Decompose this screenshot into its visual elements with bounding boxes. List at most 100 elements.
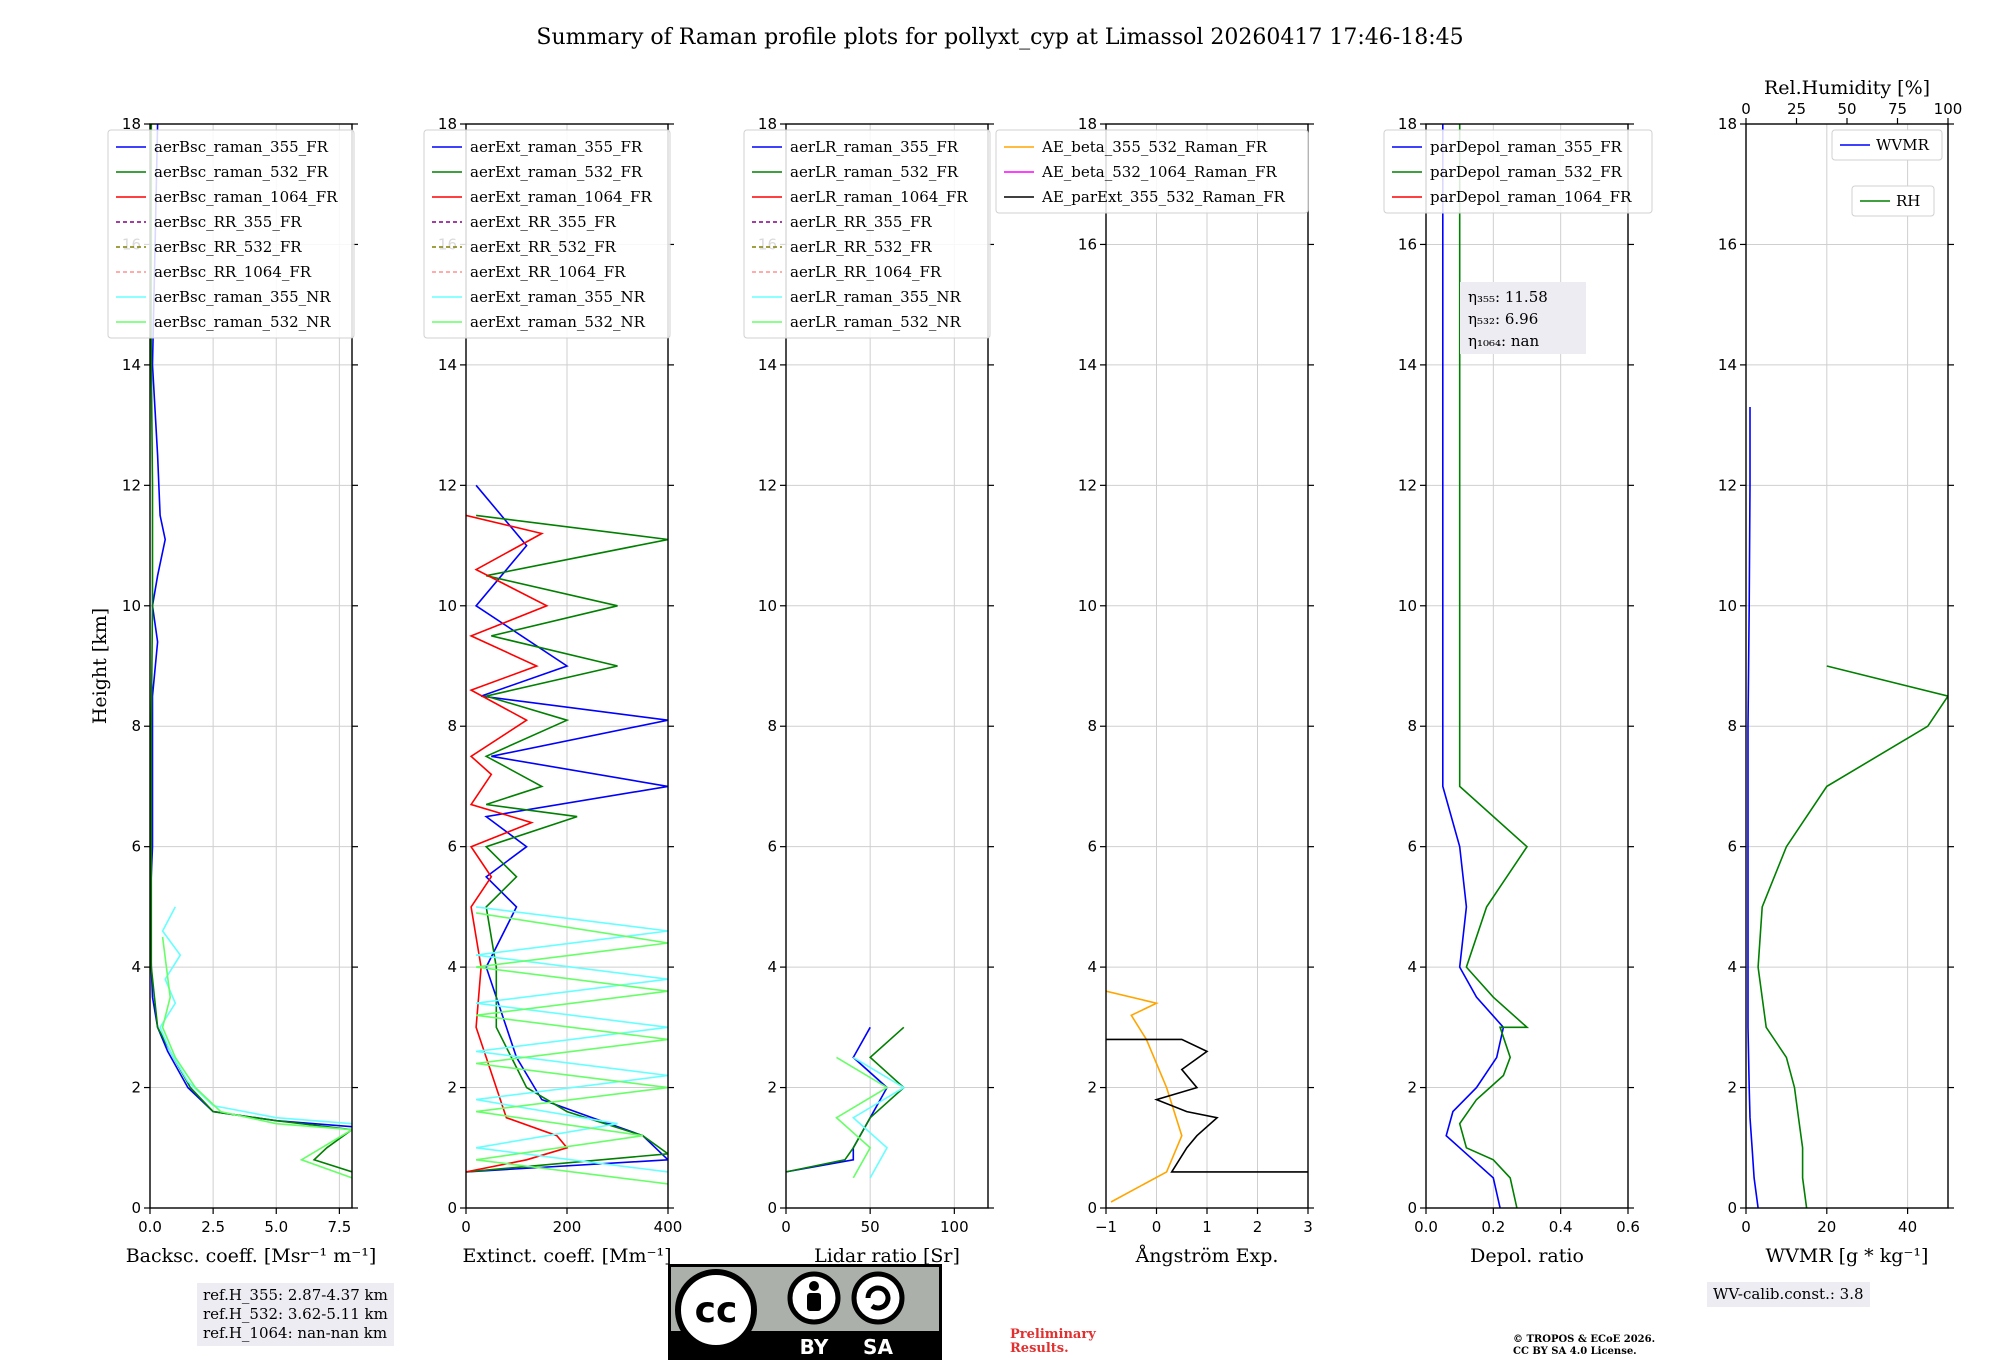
eta-line: η₁₀₆₄: nan xyxy=(1468,332,1539,350)
y-tick-label: 18 xyxy=(438,115,457,133)
legend-entry: aerBsc_raman_1064_FR xyxy=(154,188,338,206)
plot-frame xyxy=(465,123,669,1209)
legend-entry: aerLR_RR_355_FR xyxy=(790,213,932,231)
legend-entry: AE_beta_532_1064_Raman_FR xyxy=(1041,163,1277,181)
series-group xyxy=(466,484,668,1185)
y-tick-label: 4 xyxy=(1087,958,1097,976)
legend-entry: AE_beta_355_532_Raman_FR xyxy=(1041,138,1268,156)
legend-entry: parDepol_raman_355_FR xyxy=(1430,138,1623,156)
x-tick-label: −1 xyxy=(1095,1218,1117,1236)
legend-box xyxy=(423,129,671,339)
y-tick-label: 14 xyxy=(1718,356,1737,374)
y-tick-label: 14 xyxy=(1078,356,1097,374)
x-tick-label: 0 xyxy=(781,1218,791,1236)
y-tick-label: 14 xyxy=(122,356,141,374)
y-tick-label: 10 xyxy=(758,597,777,615)
y-tick-label: 6 xyxy=(767,838,777,856)
y-tick-label: 8 xyxy=(1407,717,1417,735)
y-tick-label: 10 xyxy=(122,597,141,615)
series-parDepol_raman_355_FR xyxy=(1442,124,1505,1208)
y-tick-label: 8 xyxy=(1727,717,1737,735)
legend-entry: aerLR_raman_1064_FR xyxy=(790,188,968,206)
legend-entry: aerBsc_raman_355_FR xyxy=(154,138,329,156)
x-tick-label: 2.5 xyxy=(201,1218,225,1236)
y-tick-label: 6 xyxy=(447,838,457,856)
series-aerBsc_raman_355_FR xyxy=(150,124,352,1128)
y-tick-label: 18 xyxy=(1718,115,1737,133)
x-axis-label: Backsc. coeff. [Msr⁻¹ m⁻¹] xyxy=(126,1245,377,1267)
legend-entry: RH xyxy=(1896,192,1920,210)
cc-by-sa-badge: cc BY SA xyxy=(668,1264,942,1360)
x-tick-label: 0.6 xyxy=(1616,1218,1640,1236)
x-tick-label: 100 xyxy=(940,1218,969,1236)
panel-depol: 0 2 4 6 8 10 12 14 16 18 0.0 0.2 0.4 0.6 Depol. ratio p… xyxy=(1383,115,1653,1267)
series-parDepol_raman_532_FR xyxy=(1458,124,1530,1208)
plot-frame xyxy=(149,123,353,1209)
y-tick-label: 12 xyxy=(1718,476,1737,494)
x-tick-label: 0 xyxy=(461,1218,471,1236)
legend-lr: aerLR_raman_355_FR aerLR_raman_532_FR aerL… xyxy=(743,129,991,339)
series-aerLR_raman_532_NR xyxy=(835,1056,889,1179)
eta-box xyxy=(1460,282,1586,354)
legend-box xyxy=(107,129,355,339)
preliminary-note: Preliminary Results. xyxy=(1010,1328,1096,1356)
sa-label: SA xyxy=(863,1335,893,1359)
plot-frame xyxy=(785,123,989,1209)
by-label: BY xyxy=(800,1335,829,1359)
legend-entry: WVMR xyxy=(1876,136,1930,154)
y-tick-label: 12 xyxy=(438,476,457,494)
legend-entry: parDepol_raman_532_FR xyxy=(1430,163,1623,181)
y-tick-label: 18 xyxy=(758,115,777,133)
copyright-line-2: CC BY SA 4.0 License. xyxy=(1513,1346,1637,1357)
series-aerLR_raman_532_FR xyxy=(786,1026,905,1173)
y-tick-label: 4 xyxy=(1407,958,1417,976)
cc-icon xyxy=(675,1269,757,1351)
legend-ae: AE_beta_355_532_Raman_FR AE_beta_532_1064… xyxy=(995,129,1309,214)
series-AE_beta_355_532_Raman_FR xyxy=(1106,990,1183,1203)
legend-box xyxy=(743,129,991,339)
legend-depol: parDepol_raman_355_FR parDepol_raman_532_… xyxy=(1383,129,1653,214)
x-tick-label: 7.5 xyxy=(327,1218,351,1236)
y-tick-label: 2 xyxy=(1087,1079,1097,1097)
legend-entry: aerLR_RR_532_FR xyxy=(790,238,932,256)
y-tick-label: 6 xyxy=(131,838,141,856)
copyright-line-1: © TROPOS & ECoE 2026. xyxy=(1513,1334,1656,1345)
x-axis-label: Ångström Exp. xyxy=(1135,1245,1279,1267)
y-tick-label: 18 xyxy=(1078,115,1097,133)
x-tick-label: 0 xyxy=(1152,1218,1162,1236)
legend-entry: aerExt_RR_1064_FR xyxy=(470,263,626,281)
legend-entry: aerBsc_raman_532_NR xyxy=(154,313,331,331)
legend-entry: aerBsc_RR_1064_FR xyxy=(154,263,312,281)
legend-entry: aerExt_raman_1064_FR xyxy=(470,188,652,206)
series-group xyxy=(1106,990,1308,1203)
series-aerLR_raman_355_NR xyxy=(851,1056,906,1179)
x-tick-label: 0.2 xyxy=(1481,1218,1505,1236)
preliminary-line-1: Preliminary xyxy=(1010,1327,1096,1342)
y-tick-label: 0 xyxy=(131,1199,141,1217)
series-WVMR xyxy=(1747,407,1759,1208)
legend-entry: aerExt_RR_355_FR xyxy=(470,213,617,231)
top-tick-label: 75 xyxy=(1888,100,1907,118)
series-aerExt_raman_355_NR xyxy=(475,906,668,1173)
top-tick-label: 0 xyxy=(1741,100,1751,118)
y-tick-label: 18 xyxy=(122,115,141,133)
x-axis-label: Extinct. coeff. [Mm⁻¹] xyxy=(462,1245,671,1267)
y-tick-label: 0 xyxy=(1727,1199,1737,1217)
series-aerBsc_raman_532_NR xyxy=(161,936,352,1179)
eta-line: η₅₃₂: 6.96 xyxy=(1468,310,1538,328)
figure-title: Summary of Raman profile plots for polly… xyxy=(536,25,1463,50)
y-tick-label: 2 xyxy=(447,1079,457,1097)
series-group xyxy=(1442,124,1530,1208)
y-tick-label: 0 xyxy=(767,1199,777,1217)
copyright-note: © TROPOS & ECoE 2026. CC BY SA 4.0 Licen… xyxy=(1513,1334,1655,1358)
y-tick-label: 0 xyxy=(1407,1199,1417,1217)
top-tick-label: 50 xyxy=(1837,100,1856,118)
x-tick-label: 5.0 xyxy=(264,1218,288,1236)
cc-icon-label: cc xyxy=(695,1290,738,1331)
wv-calibration-box: WV-calib.const.: 3.8 xyxy=(1707,1282,1870,1307)
